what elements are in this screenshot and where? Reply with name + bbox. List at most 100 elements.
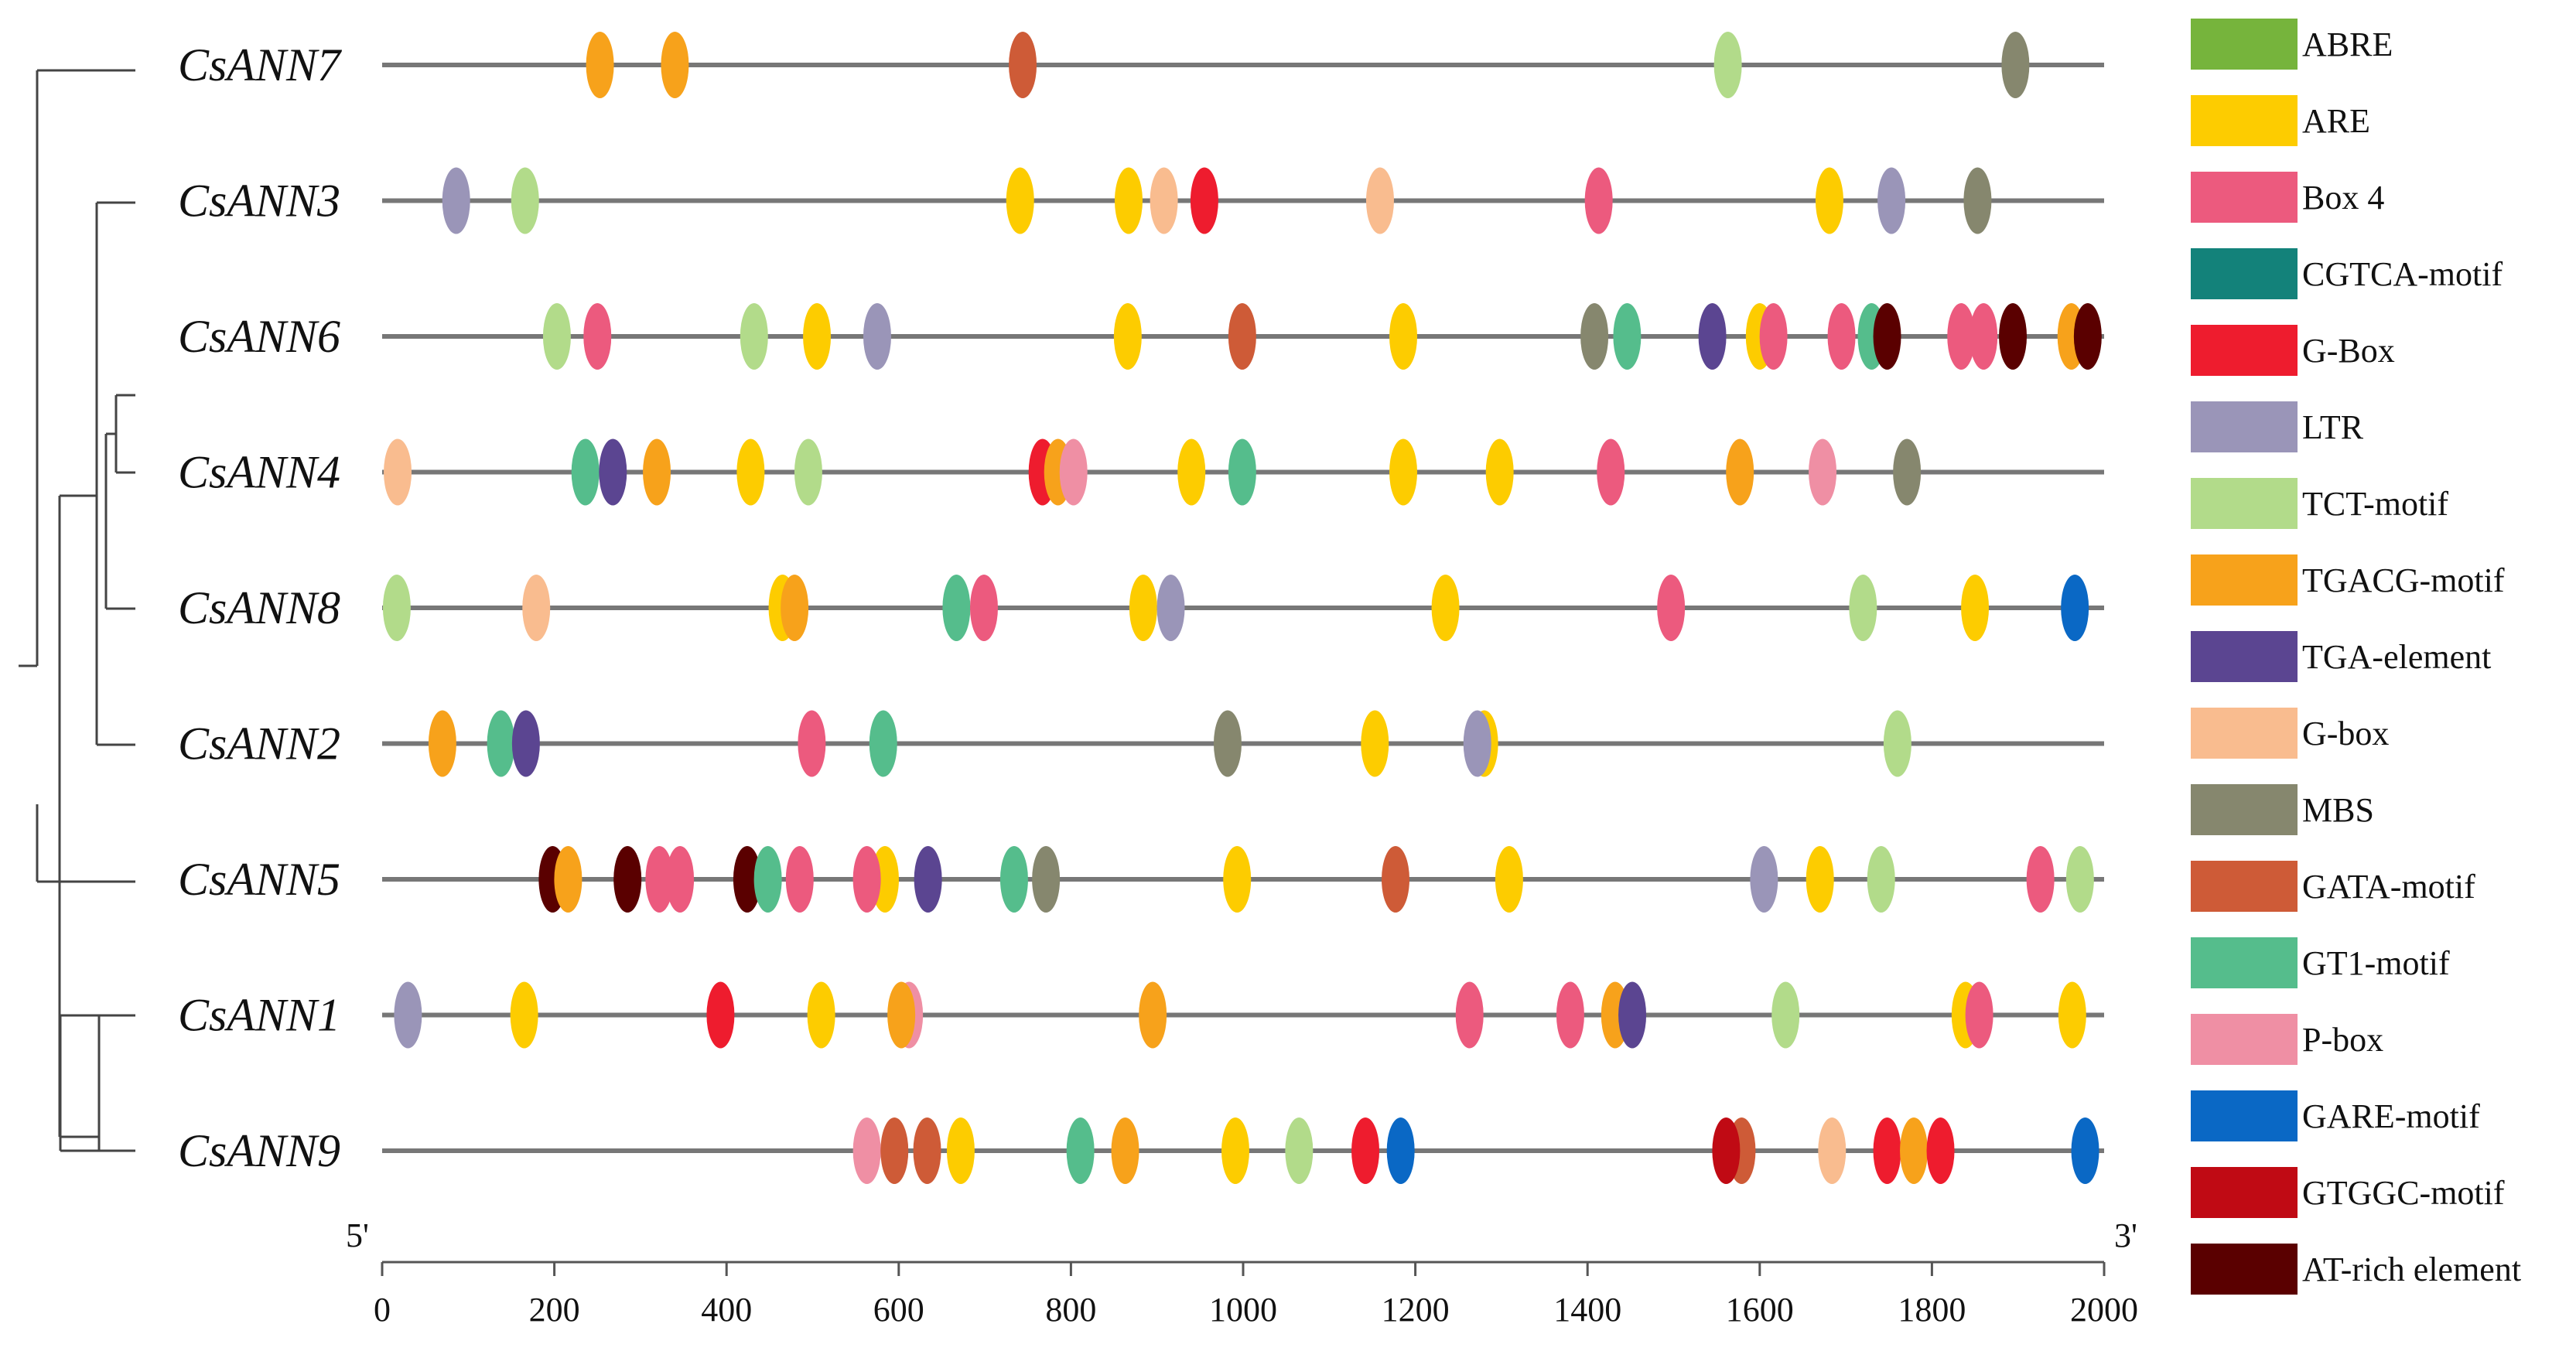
cis-element-are bbox=[1815, 167, 1843, 234]
legend-label: AT-rich element bbox=[2302, 1251, 2521, 1288]
gene-label: CsANN8 bbox=[178, 582, 340, 633]
axis-tick-label: 0 bbox=[374, 1291, 391, 1329]
gene-row-csann3: CsANN3 bbox=[178, 167, 2104, 234]
cis-element-tga-element bbox=[511, 710, 540, 777]
cis-element-tct-motif bbox=[1285, 1117, 1314, 1184]
cis-element-box-4 bbox=[666, 846, 695, 913]
cis-element-gt1-motif bbox=[942, 575, 971, 641]
cis-element-gt1-motif bbox=[1228, 438, 1256, 506]
cis-element-tga-element bbox=[1618, 981, 1647, 1049]
cis-element-box-4 bbox=[1584, 167, 1613, 234]
legend-item: GARE-motif bbox=[2191, 1090, 2480, 1141]
cis-element-gt1-motif bbox=[999, 846, 1028, 913]
gene-row-csann1: CsANN1 bbox=[178, 981, 2104, 1049]
tree-branches bbox=[19, 69, 135, 1152]
legend-swatch bbox=[2191, 1014, 2298, 1065]
cis-element-mbs bbox=[1893, 438, 1922, 506]
cis-element-are bbox=[803, 303, 832, 370]
legend-label: LTR bbox=[2302, 408, 2364, 446]
cis-element-ltr bbox=[863, 303, 891, 370]
cis-element-box-4 bbox=[2026, 846, 2055, 913]
legend-swatch bbox=[2191, 861, 2298, 912]
cis-element-ltr bbox=[1877, 167, 1906, 234]
cis-element-mbs bbox=[1032, 846, 1061, 913]
gene-label: CsANN7 bbox=[178, 39, 343, 90]
cis-element-gata-motif bbox=[913, 1117, 941, 1184]
cis-element-tgacg-motif bbox=[781, 575, 809, 641]
legend-label: ABRE bbox=[2302, 26, 2393, 63]
cis-element-box-4 bbox=[583, 303, 612, 370]
cis-element-are bbox=[1221, 1117, 1249, 1184]
cis-element-p-box bbox=[1059, 438, 1088, 506]
legend-swatch bbox=[2191, 401, 2298, 452]
cis-element-are bbox=[1389, 303, 1418, 370]
cis-element-g-box bbox=[1150, 167, 1178, 234]
cis-element-tga-element bbox=[914, 846, 942, 913]
cis-element-tgacg-motif bbox=[1139, 981, 1167, 1049]
legend-item: GTGGC-motif bbox=[2191, 1167, 2505, 1218]
legend-swatch bbox=[2191, 1090, 2298, 1141]
gene-row-csann6: CsANN6 bbox=[178, 303, 2104, 370]
cis-element-p-box bbox=[1809, 438, 1837, 506]
legend-swatch bbox=[2191, 554, 2298, 606]
legend-item: LTR bbox=[2191, 401, 2364, 452]
cis-element-tct-motif bbox=[511, 167, 539, 234]
cis-element-tct-motif bbox=[542, 303, 571, 370]
legend-label: TGACG-motif bbox=[2302, 561, 2505, 599]
cis-element-gata-motif bbox=[1009, 32, 1037, 98]
cis-element-are bbox=[1223, 846, 1252, 913]
cis-element-box-4 bbox=[1827, 303, 1856, 370]
legend-swatch bbox=[2191, 631, 2298, 682]
legend-item: G-Box bbox=[2191, 325, 2395, 376]
cis-element-are bbox=[2058, 981, 2086, 1049]
cis-element-gata-motif bbox=[1228, 303, 1256, 370]
legend-swatch bbox=[2191, 1244, 2298, 1295]
legend-swatch bbox=[2191, 19, 2298, 70]
cis-element-box-4 bbox=[1965, 981, 1993, 1049]
cis-element-are bbox=[736, 438, 765, 506]
cis-element-ltr bbox=[1156, 575, 1185, 641]
legend-swatch bbox=[2191, 325, 2298, 376]
axis-tick-label: 1800 bbox=[1898, 1291, 1966, 1329]
cis-element-box-4 bbox=[969, 575, 998, 641]
legend-label: GATA-motif bbox=[2302, 868, 2475, 906]
cis-element-box-4 bbox=[645, 846, 674, 913]
cis-element-box-4 bbox=[785, 846, 814, 913]
legend-swatch bbox=[2191, 248, 2298, 299]
cis-element-are bbox=[1389, 438, 1418, 506]
cis-element-are bbox=[946, 1117, 975, 1184]
gene-row-csann8: CsANN8 bbox=[178, 575, 2104, 641]
cis-element-g-box bbox=[1351, 1117, 1380, 1184]
cis-element-are bbox=[807, 981, 835, 1049]
cis-element-gt1-motif bbox=[869, 710, 897, 777]
cis-element-gare-motif bbox=[2061, 575, 2089, 641]
cis-element-gt1-motif bbox=[1613, 303, 1642, 370]
cis-element-g-box bbox=[1190, 167, 1218, 234]
cis-element-tct-motif bbox=[794, 438, 822, 506]
legend-item: GT1-motif bbox=[2191, 937, 2450, 988]
cis-element-mbs bbox=[1213, 710, 1242, 777]
cis-element-are bbox=[1114, 167, 1143, 234]
legend-label: TCT-motif bbox=[2302, 485, 2448, 523]
cis-element-box-4 bbox=[1759, 303, 1788, 370]
cis-element-are bbox=[1485, 438, 1514, 506]
axis-tick-label: 1200 bbox=[1382, 1291, 1450, 1329]
legend-label: GARE-motif bbox=[2302, 1097, 2480, 1135]
cis-element-gata-motif bbox=[1382, 846, 1410, 913]
legend-item: ABRE bbox=[2191, 19, 2393, 70]
cis-element-g-box bbox=[522, 575, 551, 641]
cis-element-box-4 bbox=[1657, 575, 1686, 641]
cis-element-at-rich-element bbox=[733, 846, 761, 913]
cis-element-tct-motif bbox=[1849, 575, 1877, 641]
gene-row-csann4: CsANN4 bbox=[178, 438, 2104, 506]
gene-row-csann7: CsANN7 bbox=[178, 32, 2104, 98]
legend-item: TGA-element bbox=[2191, 631, 2491, 682]
gene-label: CsANN6 bbox=[178, 311, 340, 362]
gene-label: CsANN9 bbox=[178, 1125, 340, 1176]
cis-element-box-4 bbox=[852, 846, 881, 913]
legend-label: TGA-element bbox=[2302, 638, 2491, 676]
cis-element-mbs bbox=[1963, 167, 1992, 234]
cis-element-tgacg-motif bbox=[1726, 438, 1754, 506]
cis-element-tgacg-motif bbox=[428, 710, 456, 777]
